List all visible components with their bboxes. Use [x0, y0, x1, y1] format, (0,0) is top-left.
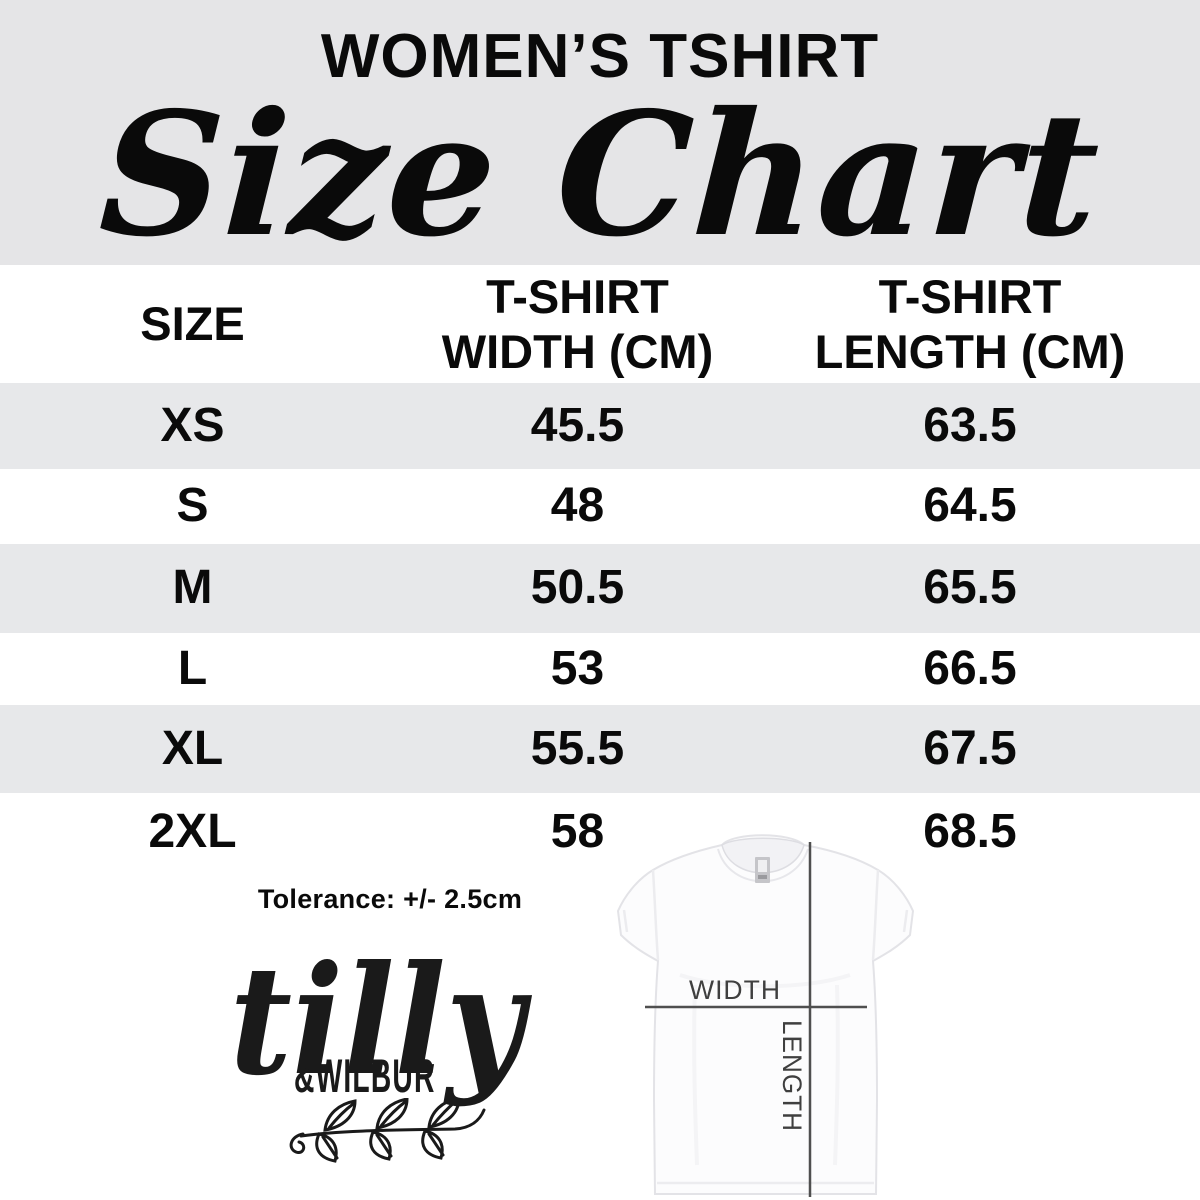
length-cell: 67.5 [923, 721, 1017, 775]
table-row: L 53 66.5 [0, 633, 1200, 705]
size-cell: XL [161, 721, 224, 775]
table-header-row: SIZE T-SHIRT WIDTH (CM) T-SHIRT LENGTH (… [0, 265, 1200, 383]
column-header-size: SIZE [40, 265, 345, 383]
hero-subtitle: WOMEN’S TSHIRT [320, 22, 880, 91]
size-cell: XS [160, 398, 225, 452]
size-cell: 2XL [148, 804, 237, 858]
tolerance-note: Tolerance: +/- 2.5cm [257, 884, 523, 914]
column-header-length: T-SHIRT LENGTH (CM) [770, 265, 1170, 383]
width-label: WIDTH [689, 975, 781, 1005]
table-row: S 48 64.5 [0, 469, 1200, 544]
brand-logo-secondary: &WILBUR [294, 1049, 436, 1102]
length-cell: 63.5 [923, 398, 1017, 452]
column-header-length-line1: T-SHIRT [878, 269, 1062, 323]
tshirt-outline [616, 834, 915, 1195]
column-header-width-line2: WIDTH (CM) [441, 325, 714, 378]
table-row: XS 45.5 63.5 [0, 383, 1200, 469]
width-cell: 45.5 [530, 398, 625, 452]
size-cell: L [177, 641, 208, 695]
column-header-width-line1: T-SHIRT [486, 269, 669, 323]
width-cell: 55.5 [530, 721, 625, 775]
size-cell: S [176, 479, 209, 533]
column-header-length-line2: LENGTH (CM) [814, 325, 1126, 378]
table-row: 2XL 58 68.5 [0, 793, 1200, 871]
width-cell: 58 [550, 804, 605, 858]
tshirt-collar [721, 837, 805, 874]
brand-logo-name: tilly [229, 933, 525, 1109]
length-label: LENGTH [777, 1020, 807, 1132]
size-cell: M [172, 561, 213, 615]
width-cell: 48 [550, 479, 605, 533]
column-header-size-label: SIZE [140, 297, 245, 351]
table-row: M 50.5 65.5 [0, 544, 1200, 633]
length-cell: 68.5 [923, 804, 1017, 858]
width-cell: 50.5 [530, 561, 625, 615]
length-cell: 65.5 [923, 561, 1017, 615]
length-cell: 64.5 [923, 479, 1017, 533]
neck-label [755, 857, 770, 883]
laurel-branch-icon [289, 1098, 486, 1163]
width-cell: 53 [550, 641, 605, 695]
length-cell: 66.5 [923, 641, 1017, 695]
hero-banner: WOMEN’S TSHIRT Size Chart [0, 0, 1200, 275]
tshirt-measurement-diagram: WIDTH LENGTH [616, 834, 915, 1197]
column-header-width: T-SHIRT WIDTH (CM) [385, 265, 770, 383]
table-row: XL 55.5 67.5 [0, 705, 1200, 793]
page-title: Size Chart [95, 75, 1105, 275]
